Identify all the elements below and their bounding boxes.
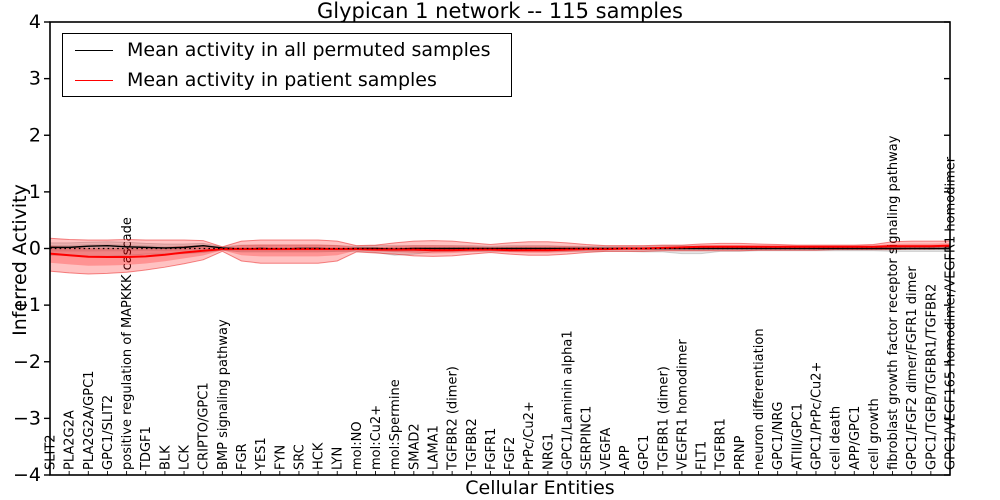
- x-tick-label: APP: [618, 445, 633, 470]
- patient-mean-line: [49, 244, 951, 258]
- x-tick-label: GPC1/SLIT2: [101, 395, 116, 470]
- y-tick-label: −4: [13, 464, 41, 486]
- x-tick-label: GPC1/FGF2 dimer/FGFR1 dimer: [905, 266, 920, 470]
- x-tick-label: LYN: [331, 447, 346, 470]
- x-tick-label: PLA2G2A: [63, 410, 78, 470]
- x-tick-label: FGR: [235, 443, 250, 470]
- x-tick-label: positive regulation of MAPKKK cascade: [120, 217, 135, 470]
- y-tick-label: 2: [29, 124, 41, 146]
- legend-item-patient: Mean activity in patient samples: [63, 67, 511, 93]
- x-tick-label: fibroblast growth factor receptor signal…: [886, 135, 901, 470]
- x-tick-label: FLT1: [695, 441, 710, 470]
- x-tick-label: mol:NO: [350, 421, 365, 470]
- y-tick-label: −2: [13, 351, 41, 373]
- x-tick-label: LCK: [178, 445, 193, 470]
- chart-title: Glypican 1 network -- 115 samples: [317, 0, 683, 23]
- x-tick-label: SMAD2: [407, 423, 422, 470]
- legend-label-patient: Mean activity in patient samples: [127, 69, 437, 91]
- y-tick-label: 4: [29, 11, 41, 33]
- legend: Mean activity in all permuted samples Me…: [62, 33, 512, 97]
- x-tick-label: GPC1/NRG: [771, 402, 786, 470]
- y-tick-label: −1: [13, 294, 41, 316]
- x-tick-label: neuron differentiation: [752, 328, 767, 470]
- x-tick-label: GPC1/TGFB/TGFBR1/TGFBR2: [924, 284, 939, 470]
- x-tick-label: TGFBR2 (dimer): [446, 366, 461, 471]
- x-tick-label: APP/GPC1: [848, 406, 863, 470]
- x-tick-label: YES1: [254, 437, 269, 471]
- x-tick-label: HCK: [312, 442, 327, 470]
- x-tick-label: mol:Spermine: [388, 379, 403, 470]
- y-tick-label: 1: [29, 181, 41, 203]
- x-tick-label: FGF2: [503, 437, 518, 470]
- x-tick-label: cell growth: [867, 398, 882, 470]
- y-tick-label: 0: [29, 238, 41, 260]
- legend-line-patient: [75, 79, 113, 81]
- y-tick-label: 3: [29, 68, 41, 90]
- x-tick-label: GPC1/VEGF165 homodimer/VEGFR1 homodimer: [944, 156, 959, 470]
- x-tick-label: FYN: [273, 445, 288, 470]
- x-tick-label: SLIT2: [44, 434, 59, 470]
- legend-line-permuted: [75, 49, 113, 51]
- x-tick-label: GPC1/PrPc/Cu2+: [809, 362, 824, 470]
- x-tick-label: VEGFR1 homodimer: [675, 339, 690, 470]
- x-tick-label: VEGFA: [599, 428, 614, 470]
- x-tick-label: PrPc/Cu2+: [522, 401, 537, 470]
- x-tick-label: TGFBR1 (dimer): [656, 366, 671, 471]
- x-tick-label: BLK: [158, 445, 173, 470]
- x-tick-label: mol:Cu2+: [369, 405, 384, 470]
- x-tick-label: TDGF1: [139, 426, 154, 471]
- x-axis-label: Cellular Entities: [465, 477, 615, 499]
- legend-label-permuted: Mean activity in all permuted samples: [127, 39, 491, 61]
- x-tick-label: NRG1: [541, 433, 556, 470]
- x-tick-label: cell death: [829, 406, 844, 470]
- x-tick-label: PLA2G2A/GPC1: [82, 371, 97, 470]
- x-tick-label: FGFR1: [484, 428, 499, 470]
- x-tick-label: SERPINC1: [580, 406, 595, 470]
- x-tick-label: LAMA1: [426, 425, 441, 470]
- x-tick-label: TGFBR1: [714, 418, 729, 471]
- y-tick-label: −3: [13, 407, 41, 429]
- x-tick-label: SRC: [292, 444, 307, 470]
- x-tick-label: ATIII/GPC1: [790, 403, 805, 470]
- x-tick-label: PRNP: [733, 435, 748, 470]
- x-tick-label: GPC1/Laminin alpha1: [561, 330, 576, 470]
- x-tick-label: GPC1: [637, 435, 652, 470]
- x-tick-label: TGFBR2: [465, 418, 480, 471]
- legend-item-permuted: Mean activity in all permuted samples: [63, 37, 511, 63]
- x-tick-label: CRIPTO/GPC1: [197, 382, 212, 470]
- x-tick-label: BMP signaling pathway: [216, 319, 231, 470]
